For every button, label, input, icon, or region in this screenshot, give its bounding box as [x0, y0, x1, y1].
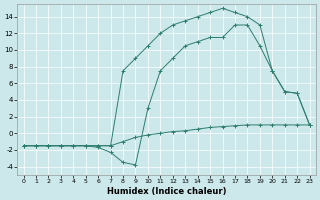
X-axis label: Humidex (Indice chaleur): Humidex (Indice chaleur) [107, 187, 226, 196]
